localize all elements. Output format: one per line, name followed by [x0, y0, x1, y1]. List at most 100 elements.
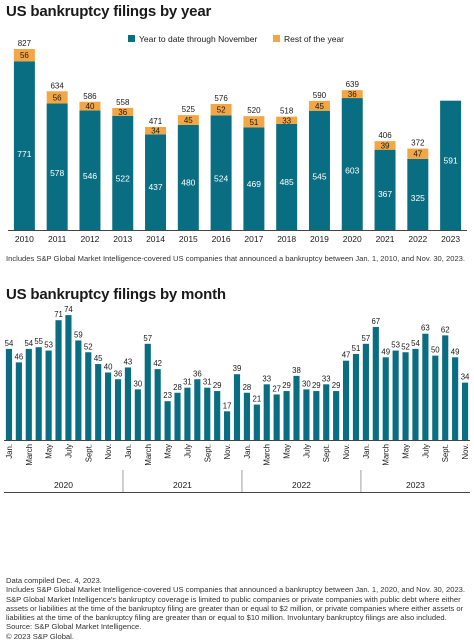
x-tick-label-month: Sept.	[322, 444, 331, 462]
bar-month	[263, 384, 270, 440]
bar-month	[75, 340, 82, 440]
x-tick-label: 2019	[310, 234, 329, 244]
data-label-ytd: 480	[181, 178, 195, 188]
bar-rest-of-year	[243, 116, 265, 128]
x-tick-label: 2020	[343, 234, 362, 244]
bar-month	[214, 391, 221, 440]
x-tick-label: 2023	[441, 234, 460, 244]
bar-month	[35, 347, 42, 440]
data-label-ytd: 485	[280, 177, 294, 187]
data-label-total: 372	[411, 139, 425, 148]
footer-methodology: S&P Global Market Intelligence's bankrup…	[6, 594, 464, 623]
data-label-month: 17	[223, 401, 232, 410]
data-label-month: 59	[74, 330, 83, 339]
data-label-month: 74	[64, 305, 73, 314]
data-label-ytd: 524	[214, 173, 228, 183]
data-label-month: 30	[134, 379, 143, 388]
data-label-ytd: 771	[17, 149, 31, 159]
data-label-month: 23	[163, 391, 172, 400]
bar-rest-of-year	[112, 107, 134, 116]
bar-month	[194, 379, 201, 440]
data-label-month: 39	[233, 364, 242, 373]
year-chart-note: Includes S&P Global Market Intelligence-…	[6, 254, 466, 263]
bar-month	[124, 367, 132, 440]
data-label-month: 47	[342, 351, 351, 360]
x-tick-label-month: Nov.	[104, 444, 113, 459]
data-label-rest-of-year: 47	[413, 150, 422, 159]
bar-month	[45, 350, 52, 440]
bar-month	[452, 357, 459, 440]
data-label-month: 31	[203, 378, 212, 387]
bar-month	[461, 382, 469, 440]
legend-swatch-ytd	[128, 35, 135, 42]
bar-month	[233, 374, 241, 440]
data-label-month: 54	[5, 339, 14, 348]
bar-month	[402, 352, 409, 440]
data-label-total: 520	[247, 106, 261, 115]
data-label-ytd: 545	[312, 171, 326, 181]
bar-rest-of-year	[276, 116, 298, 124]
data-label-ytd: 591	[444, 156, 458, 166]
footer-copyright: © 2023 S&P Global.	[6, 631, 74, 641]
bar-rest-of-year	[210, 103, 232, 116]
data-label-total: 586	[83, 92, 97, 101]
x-tick-label: 2022	[408, 234, 427, 244]
bar-ytd	[177, 124, 199, 230]
data-label-rest-of-year: 36	[118, 108, 127, 117]
x-tick-label-month: July	[183, 444, 192, 458]
bar-month	[144, 343, 151, 440]
bar-month	[333, 391, 340, 440]
data-label-ytd: 603	[345, 166, 359, 176]
x-tick-label-month: Nov.	[223, 444, 232, 459]
data-label-total: 558	[116, 98, 130, 107]
data-label-month: 52	[401, 342, 410, 351]
bar-month	[105, 372, 112, 440]
data-label-rest-of-year: 45	[184, 116, 193, 125]
data-label-month: 53	[391, 341, 400, 350]
bar-month	[85, 352, 92, 440]
bar-month	[392, 350, 399, 440]
legend-label-rest: Rest of the year	[284, 34, 344, 44]
data-label-month: 29	[213, 381, 222, 390]
bar-rest-of-year	[13, 49, 35, 62]
data-label-ytd: 325	[411, 193, 425, 203]
bar-month	[283, 391, 290, 440]
x-tick-label-month: May	[283, 444, 292, 459]
bar-month	[25, 348, 32, 440]
data-label-total: 639	[346, 80, 360, 89]
data-label-month: 29	[332, 381, 341, 390]
bar-month	[273, 394, 280, 440]
x-tick-label-month: Nov.	[461, 444, 470, 459]
x-tick-label-month: Jan.	[5, 444, 14, 459]
data-label-month: 53	[44, 341, 53, 350]
data-label-ytd: 578	[50, 168, 64, 178]
x-tick-label-month: Sept.	[441, 444, 450, 462]
bar-month	[303, 389, 310, 440]
bar-ytd	[13, 61, 35, 230]
x-year-label: 2022	[292, 480, 311, 490]
x-tick-label-month: May	[402, 444, 411, 459]
data-label-month: 29	[282, 381, 291, 390]
bar-month	[422, 333, 429, 440]
x-tick-label-month: March	[382, 444, 391, 466]
data-label-total: 525	[182, 105, 196, 114]
data-label-month: 33	[322, 374, 331, 383]
bar-month	[372, 326, 379, 440]
data-label-ytd: 546	[83, 171, 97, 181]
bar-ytd	[440, 100, 462, 230]
bar-rest-of-year	[46, 91, 68, 104]
bar-month	[65, 315, 72, 440]
bar-ytd	[374, 149, 396, 230]
data-label-ytd: 469	[247, 179, 261, 189]
x-year-label: 2023	[406, 480, 425, 490]
data-label-month: 55	[34, 337, 43, 346]
year-chart-title: US bankruptcy filings by year	[6, 3, 212, 20]
bar-month	[15, 362, 22, 440]
data-label-month: 71	[54, 310, 63, 319]
data-label-rest-of-year: 33	[282, 116, 291, 125]
bar-month	[5, 348, 13, 440]
data-label-month: 27	[272, 384, 281, 393]
data-label-rest-of-year: 36	[348, 90, 357, 99]
bar-month	[253, 404, 260, 440]
bar-rest-of-year	[79, 101, 101, 111]
